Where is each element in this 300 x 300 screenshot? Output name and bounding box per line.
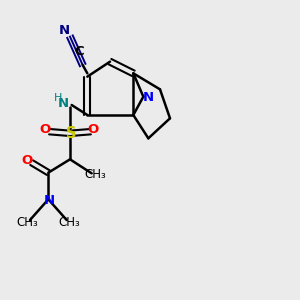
Text: C: C (74, 45, 84, 58)
Text: O: O (21, 154, 32, 167)
Text: CH₃: CH₃ (16, 216, 38, 229)
Text: O: O (88, 123, 99, 136)
Text: H: H (54, 93, 62, 103)
Text: N: N (143, 91, 154, 104)
Text: O: O (39, 123, 51, 136)
Text: CH₃: CH₃ (84, 169, 106, 182)
Text: N: N (58, 97, 69, 110)
Text: S: S (66, 126, 76, 141)
Text: N: N (59, 23, 70, 37)
Text: CH₃: CH₃ (58, 216, 80, 229)
Text: N: N (44, 194, 55, 208)
